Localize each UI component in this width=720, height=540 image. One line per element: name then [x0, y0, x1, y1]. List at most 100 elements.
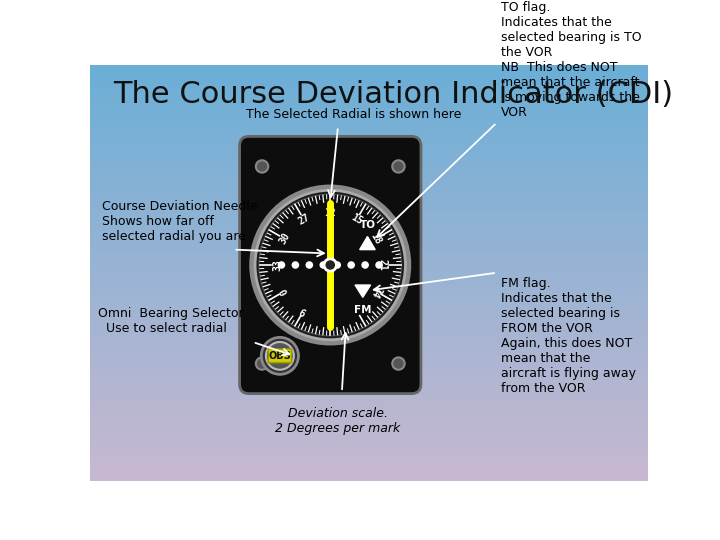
- Text: Omni  Bearing Selector
  Use to select radial: Omni Bearing Selector Use to select radi…: [98, 307, 243, 335]
- Bar: [90, 225, 648, 227]
- Bar: [90, 125, 648, 127]
- Bar: [90, 106, 648, 109]
- Bar: [90, 198, 648, 200]
- Bar: [90, 374, 648, 377]
- Circle shape: [256, 160, 269, 173]
- Bar: [90, 403, 648, 406]
- Bar: [90, 279, 648, 281]
- Text: 27: 27: [297, 212, 312, 227]
- Bar: [90, 308, 648, 310]
- Bar: [90, 212, 648, 214]
- Text: 0: 0: [279, 286, 290, 296]
- Bar: [90, 391, 648, 393]
- Bar: [90, 93, 648, 96]
- Circle shape: [253, 188, 408, 342]
- Text: TO: TO: [359, 220, 375, 229]
- Bar: [90, 264, 648, 266]
- Bar: [90, 366, 648, 368]
- Bar: [90, 268, 648, 271]
- Bar: [90, 463, 648, 466]
- Text: 24: 24: [369, 284, 383, 299]
- Bar: [90, 387, 648, 389]
- Bar: [90, 222, 648, 225]
- Bar: [90, 201, 648, 204]
- Text: 18: 18: [369, 231, 383, 246]
- Bar: [90, 289, 648, 292]
- Bar: [90, 349, 648, 352]
- Bar: [90, 228, 648, 231]
- Bar: [90, 380, 648, 383]
- Polygon shape: [355, 285, 371, 298]
- Bar: [90, 379, 648, 381]
- Bar: [90, 462, 648, 464]
- Bar: [90, 104, 648, 106]
- Bar: [90, 274, 648, 277]
- Bar: [90, 476, 648, 478]
- Circle shape: [261, 338, 299, 374]
- Bar: [90, 474, 648, 476]
- Text: 9: 9: [299, 305, 309, 316]
- Text: The Course Deviation Indicator (CDI): The Course Deviation Indicator (CDI): [113, 80, 673, 109]
- Circle shape: [362, 262, 368, 268]
- Bar: [90, 185, 648, 187]
- Bar: [90, 79, 648, 82]
- Bar: [90, 433, 648, 435]
- Bar: [90, 96, 648, 98]
- Bar: [90, 183, 648, 185]
- Bar: [90, 330, 648, 333]
- Bar: [90, 441, 648, 443]
- Bar: [90, 200, 648, 202]
- Bar: [90, 255, 648, 258]
- Bar: [90, 218, 648, 221]
- Bar: [90, 393, 648, 395]
- Bar: [90, 254, 648, 256]
- Bar: [90, 341, 648, 343]
- Bar: [90, 64, 648, 67]
- Bar: [90, 102, 648, 104]
- Bar: [90, 468, 648, 470]
- Text: FM: FM: [354, 305, 372, 315]
- Text: TO flag.
Indicates that the
selected bearing is TO
the VOR
NB  This does NOT
mea: TO flag. Indicates that the selected bea…: [500, 1, 642, 119]
- Bar: [90, 152, 648, 154]
- Bar: [90, 235, 648, 238]
- Bar: [90, 310, 648, 312]
- Bar: [90, 353, 648, 356]
- Text: 6: 6: [328, 312, 333, 322]
- Bar: [90, 187, 648, 190]
- Bar: [90, 470, 648, 472]
- Bar: [90, 399, 648, 402]
- Circle shape: [334, 262, 341, 268]
- Bar: [90, 430, 648, 433]
- Bar: [90, 287, 648, 289]
- Bar: [90, 443, 648, 445]
- Bar: [90, 71, 648, 73]
- Bar: [90, 231, 648, 233]
- Bar: [90, 127, 648, 129]
- Bar: [90, 382, 648, 385]
- Bar: [90, 114, 648, 117]
- Bar: [90, 172, 648, 175]
- Bar: [90, 154, 648, 156]
- Bar: [90, 81, 648, 84]
- Bar: [90, 424, 648, 427]
- Circle shape: [255, 190, 405, 340]
- Bar: [90, 355, 648, 358]
- Bar: [90, 85, 648, 87]
- Bar: [90, 295, 648, 298]
- Text: Deviation scale.
2 Degrees per mark: Deviation scale. 2 Degrees per mark: [275, 408, 400, 435]
- Bar: [90, 195, 648, 198]
- Bar: [90, 239, 648, 241]
- Bar: [90, 322, 648, 325]
- Bar: [90, 147, 648, 150]
- Bar: [90, 416, 648, 418]
- Bar: [90, 408, 648, 410]
- Bar: [90, 112, 648, 114]
- Bar: [90, 320, 648, 322]
- Bar: [90, 108, 648, 111]
- Bar: [90, 117, 648, 119]
- Bar: [90, 364, 648, 366]
- Bar: [90, 208, 648, 210]
- Bar: [90, 339, 648, 341]
- Bar: [90, 171, 648, 173]
- Bar: [90, 89, 648, 92]
